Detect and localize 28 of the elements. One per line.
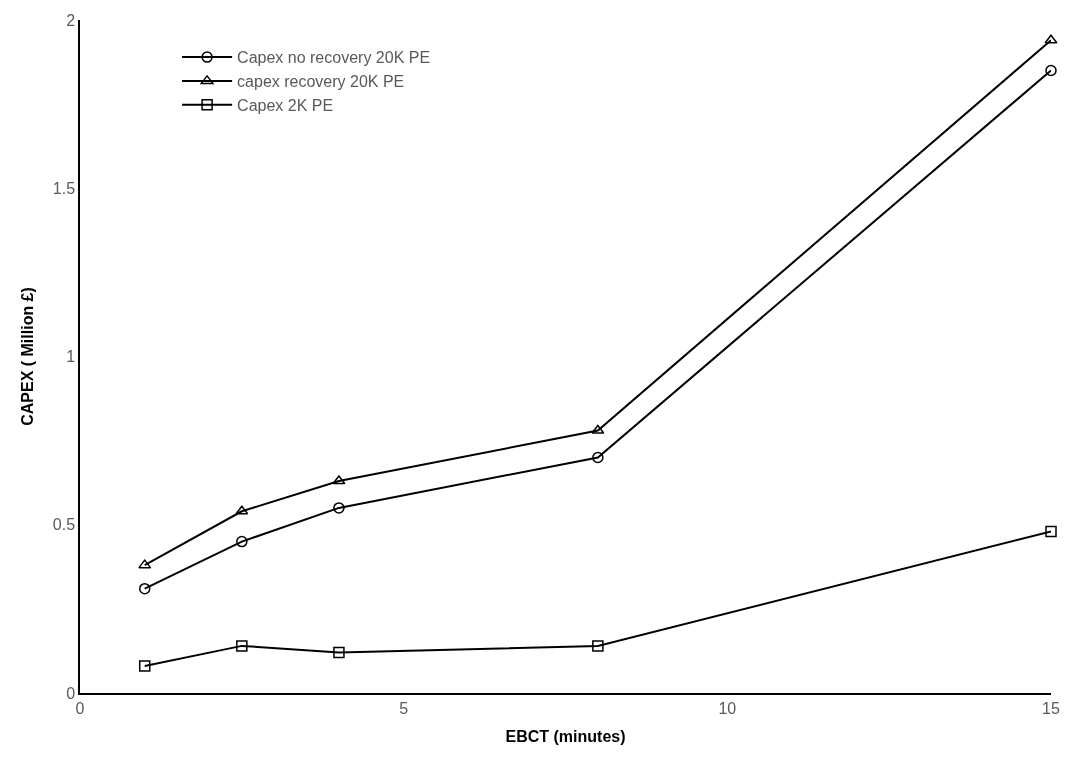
- point: [138, 582, 151, 595]
- point: [333, 502, 345, 514]
- y-tick-label: 1: [66, 348, 76, 366]
- y-axis-title: CAPEX ( Million £): [19, 287, 37, 426]
- point: [236, 535, 248, 548]
- legend-label: Capex no recovery 20K PE: [237, 49, 431, 67]
- point: [235, 505, 249, 515]
- x-tick-label: 15: [1042, 699, 1060, 717]
- point: [1045, 525, 1057, 538]
- y-tick-label: 1.5: [52, 179, 76, 197]
- x-tick-label: 5: [399, 699, 409, 717]
- point: [592, 451, 604, 464]
- y-tick-label: 0.5: [52, 516, 76, 534]
- point: [138, 559, 152, 569]
- y-tick-label: 0: [66, 684, 76, 702]
- point: [592, 640, 604, 652]
- legend-label: capex recovery 20K PE: [237, 73, 405, 91]
- point: [1044, 34, 1058, 44]
- x-tick-label: 10: [718, 699, 737, 717]
- point: [591, 424, 605, 434]
- point: [332, 475, 346, 485]
- point: [333, 646, 345, 659]
- legend-label: Capex 2K PE: [237, 96, 334, 114]
- point: [236, 640, 248, 652]
- x-axis-title: EBCT (minutes): [505, 728, 626, 746]
- y-tick-label: 2: [66, 11, 76, 29]
- point: [138, 660, 151, 672]
- point: [1045, 64, 1057, 77]
